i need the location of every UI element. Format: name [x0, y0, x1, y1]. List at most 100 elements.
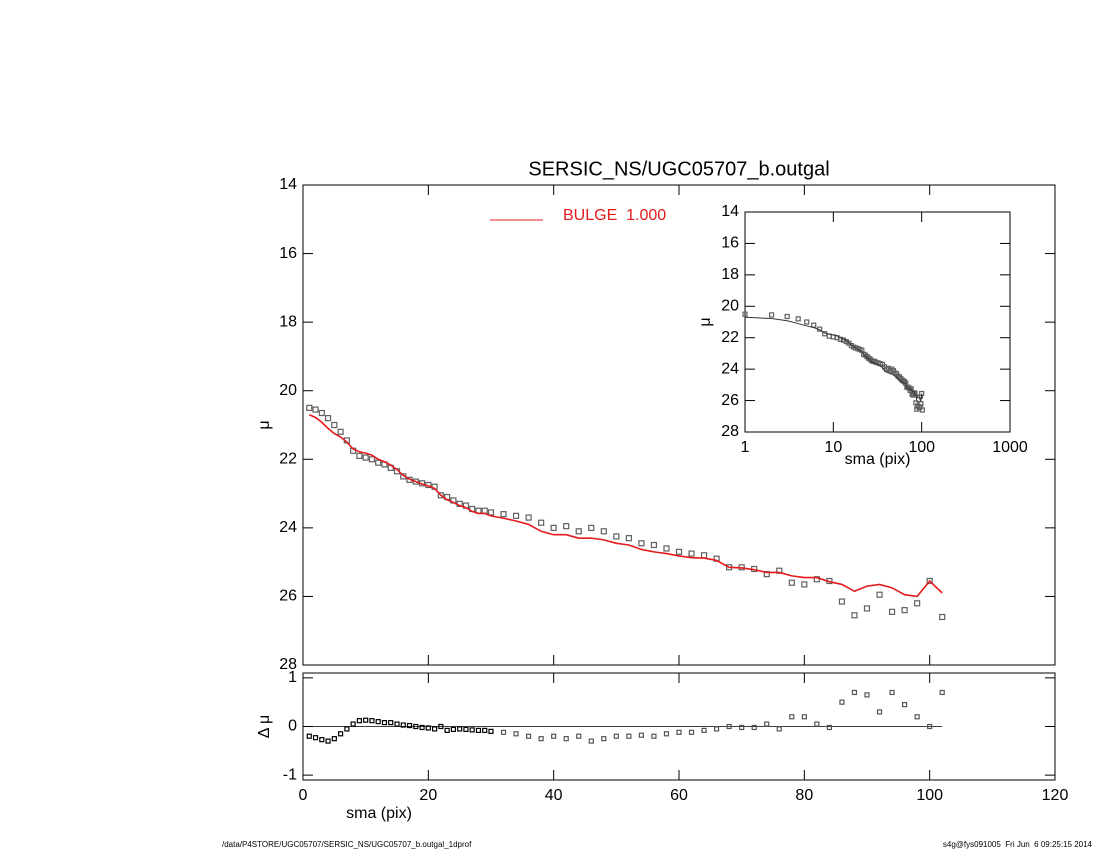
data-point: [538, 519, 545, 526]
legend-label: BULGE 1.000: [563, 207, 666, 224]
residual-point: [425, 725, 431, 731]
data-point: [888, 608, 896, 615]
data-point: [675, 548, 683, 555]
residual-point: [419, 724, 425, 731]
x-tick-label: 1: [741, 439, 750, 456]
residual-point: [551, 733, 557, 739]
data-point: [550, 524, 557, 531]
model-line: [308, 413, 943, 598]
residual-point: [381, 720, 388, 726]
data-point: [362, 454, 369, 461]
data-point: [481, 507, 488, 514]
y-tick-label: 18: [279, 313, 297, 330]
residual-point: [651, 733, 657, 739]
y-tick-label: 28: [721, 423, 739, 440]
y-tick-label: -1: [283, 766, 297, 783]
residual-point: [713, 726, 720, 732]
data-point: [318, 409, 325, 417]
data-point: [863, 605, 871, 612]
y-tick-label: 22: [721, 329, 739, 346]
residual-point: [901, 702, 908, 708]
x-tick-label: 80: [795, 787, 813, 804]
residual-point: [450, 726, 456, 733]
data-point: [312, 406, 319, 413]
residual-point: [914, 714, 920, 720]
data-point: [600, 528, 607, 535]
chart-title: SERSIC_NS/UGC05707_b.outgal: [528, 158, 829, 180]
residual-point: [563, 736, 569, 742]
residual-point: [488, 728, 494, 734]
residual-point: [338, 731, 344, 737]
data-point: [688, 550, 695, 557]
y-tick-label: 16: [721, 235, 739, 252]
residual-point: [876, 709, 883, 715]
data-point: [412, 478, 419, 485]
x-axis-label: sma (pix): [346, 805, 412, 822]
y-tick-label: 14: [279, 176, 297, 193]
residual-point: [676, 729, 682, 735]
y-axis-label: μ: [256, 420, 273, 429]
y-axis-label: Δ μ: [256, 715, 273, 738]
plot-frame: [744, 211, 1011, 433]
residual-point: [432, 726, 438, 732]
x-tick-label: 40: [545, 787, 563, 804]
residual-point: [613, 733, 619, 739]
data-point: [914, 600, 921, 607]
residual-point: [369, 718, 375, 724]
residual-point: [764, 721, 770, 727]
residual-point: [801, 714, 807, 720]
data-point: [939, 613, 946, 621]
residual-point: [927, 723, 933, 730]
residual-point: [638, 732, 645, 738]
residual-point: [726, 723, 732, 730]
inset-point: [912, 390, 918, 397]
residual-point: [375, 719, 381, 725]
x-tick-label: 0: [299, 787, 308, 804]
y-tick-label: 28: [279, 656, 297, 673]
residual-point: [513, 731, 519, 737]
residual-point: [319, 737, 325, 743]
data-point: [625, 535, 632, 542]
y-tick-label: 16: [279, 245, 297, 262]
x-tick-label: 120: [1042, 787, 1069, 804]
inset-x-axis-label: sma (pix): [845, 451, 911, 468]
residual-point: [588, 738, 594, 744]
data-point: [926, 577, 933, 585]
residual-point: [469, 727, 475, 733]
y-tick-label: 24: [279, 519, 297, 536]
data-point: [487, 509, 495, 516]
data-point: [650, 541, 658, 549]
data-point: [500, 511, 507, 518]
residual-point: [325, 738, 331, 744]
residual-point: [701, 727, 707, 733]
data-point: [324, 415, 332, 422]
y-tick-label: 26: [721, 392, 739, 409]
x-tick-label: 20: [419, 787, 437, 804]
residual-point: [475, 727, 482, 733]
y-tick-label: 26: [279, 588, 297, 605]
residual-point: [814, 721, 820, 727]
residual-point: [457, 726, 463, 732]
residual-point: [394, 721, 400, 727]
y-axis-label: μ: [697, 317, 714, 326]
residual-point: [413, 723, 419, 730]
data-point: [525, 514, 532, 521]
data-point: [613, 533, 620, 540]
x-tick-label: 60: [670, 787, 688, 804]
y-tick-label: 18: [721, 266, 739, 283]
y-tick-label: 1: [288, 669, 297, 686]
residual-point: [626, 733, 632, 739]
data-point: [700, 552, 708, 559]
residual-point: [851, 689, 858, 696]
data-point: [638, 540, 645, 547]
y-tick-label: 14: [721, 203, 739, 220]
inset-point: [784, 313, 790, 320]
data-point: [375, 459, 382, 466]
residual-point: [538, 736, 544, 742]
residual-point: [601, 736, 607, 742]
data-point: [563, 523, 570, 530]
x-tick-label: 100: [908, 439, 935, 456]
residual-point: [663, 731, 670, 737]
residual-point: [839, 699, 845, 705]
residual-point: [826, 724, 833, 731]
